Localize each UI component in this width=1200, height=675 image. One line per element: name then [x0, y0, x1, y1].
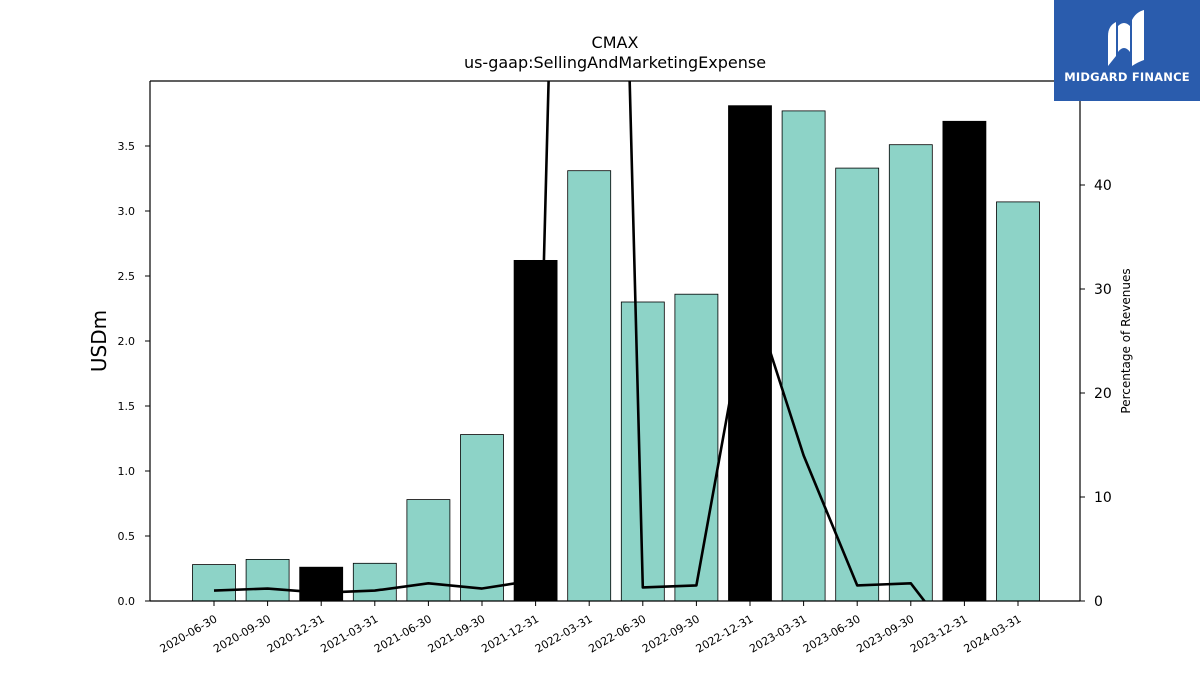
x-tick-label: 2022-12-31 [694, 612, 756, 655]
bar [353, 563, 396, 601]
y-tick-label: 3.0 [118, 205, 136, 218]
x-tick-label: 2020-06-30 [158, 612, 220, 655]
bar [300, 567, 343, 601]
y-tick-label: 3.5 [118, 140, 136, 153]
bar [193, 565, 236, 601]
bar [729, 106, 772, 601]
y2-tick-label: 10 [1094, 490, 1112, 506]
x-tick-label: 2023-03-31 [747, 612, 809, 655]
chart-subtitle: us-gaap:SellingAndMarketingExpense [464, 53, 766, 72]
x-tick-label: 2021-03-31 [318, 612, 380, 655]
bar [461, 435, 504, 601]
y-tick-label: 2.0 [118, 335, 136, 348]
y2-tick-label: 0 [1094, 594, 1103, 610]
bar [889, 145, 932, 601]
brand-logo: MIDGARD FINANCE [1054, 0, 1200, 101]
x-tick-label: 2020-12-31 [265, 612, 327, 655]
x-tick-label: 2022-03-31 [533, 612, 595, 655]
x-tick-label: 2023-09-30 [854, 612, 916, 655]
bar [782, 111, 825, 601]
y-tick-label: 0.5 [118, 530, 136, 543]
y2-tick-label: 20 [1094, 386, 1112, 402]
x-tick-label: 2022-09-30 [640, 612, 702, 655]
y-tick-label: 0.0 [118, 595, 136, 608]
y-tick-label: 1.0 [118, 465, 136, 478]
y2-tick-label: 30 [1094, 282, 1112, 298]
x-tick-label: 2024-03-31 [962, 612, 1024, 655]
y2-axis-label: Percentage of Revenues [1119, 268, 1133, 413]
bar-series [193, 106, 1040, 601]
chart: CMAX us-gaap:SellingAndMarketingExpense … [0, 0, 1200, 675]
bar [943, 121, 986, 601]
bar [675, 294, 718, 601]
chart-title: CMAX [592, 33, 639, 52]
y-axis-label: USDm [87, 310, 111, 372]
x-tick-label: 2021-12-31 [479, 612, 541, 655]
bar [997, 202, 1040, 601]
x-tick-label: 2022-06-30 [586, 612, 648, 655]
logo-mark-icon [1102, 8, 1152, 70]
y2-tick-label: 40 [1094, 178, 1112, 194]
bar [568, 171, 611, 601]
brand-name: MIDGARD FINANCE [1054, 70, 1200, 84]
x-tick-label: 2023-12-31 [908, 612, 970, 655]
bar [836, 168, 879, 601]
x-tick-label: 2021-09-30 [426, 612, 488, 655]
y-tick-label: 1.5 [118, 400, 136, 413]
bar [246, 559, 289, 601]
y-tick-label: 2.5 [118, 270, 136, 283]
x-tick-label: 2020-09-30 [211, 612, 273, 655]
x-tick-label: 2021-06-30 [372, 612, 434, 655]
x-tick-label: 2023-06-30 [801, 612, 863, 655]
